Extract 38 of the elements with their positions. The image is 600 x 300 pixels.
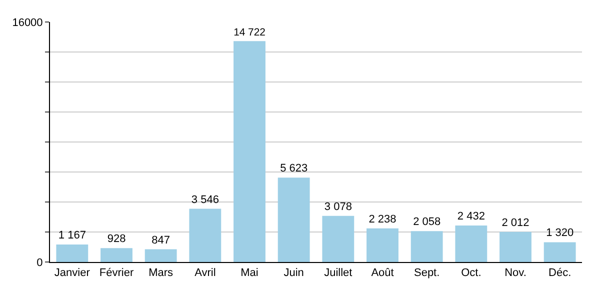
x-tick-label: Février: [99, 267, 134, 280]
bar: [410, 231, 443, 262]
x-tick-label: Avril: [194, 267, 216, 280]
data-label: 2 058: [413, 216, 441, 228]
x-tick-label: Août: [371, 267, 394, 280]
y-tick-label: 16000: [12, 16, 43, 29]
data-label: 3 078: [324, 200, 352, 213]
bar: [366, 228, 398, 262]
bar: [234, 41, 266, 262]
bar: [500, 232, 532, 262]
bar: [278, 178, 310, 262]
data-label: 2 238: [368, 213, 396, 226]
data-label: 14 722: [234, 27, 266, 38]
data-label: 5 623: [280, 162, 308, 175]
x-tick-label: Mai: [240, 267, 258, 280]
bar: [56, 244, 88, 262]
x-tick-label: Sept.: [414, 267, 440, 280]
x-tick-label: Janvier: [54, 267, 90, 280]
bar: [544, 242, 576, 262]
y-tick-label: 0: [36, 256, 43, 269]
data-label: 1 167: [58, 230, 86, 242]
data-label: 1 320: [546, 227, 574, 240]
data-label: 928: [107, 233, 126, 246]
bar: [189, 208, 222, 262]
data-label: 3 546: [191, 194, 219, 206]
data-label: 847: [152, 234, 170, 246]
x-tick-label: Déc.: [548, 267, 572, 280]
data-label: 2 012: [502, 216, 530, 229]
x-tick-label: Mars: [148, 267, 174, 280]
bar: [455, 226, 488, 262]
bar: [144, 249, 177, 262]
data-label: 2 432: [457, 210, 485, 223]
bar: [100, 248, 132, 262]
x-tick-label: Oct.: [461, 267, 482, 280]
x-tick-label: Juillet: [324, 267, 352, 280]
bar: [322, 216, 354, 262]
x-tick-label: Nov.: [504, 267, 526, 280]
x-tick-label: Juin: [284, 267, 304, 280]
